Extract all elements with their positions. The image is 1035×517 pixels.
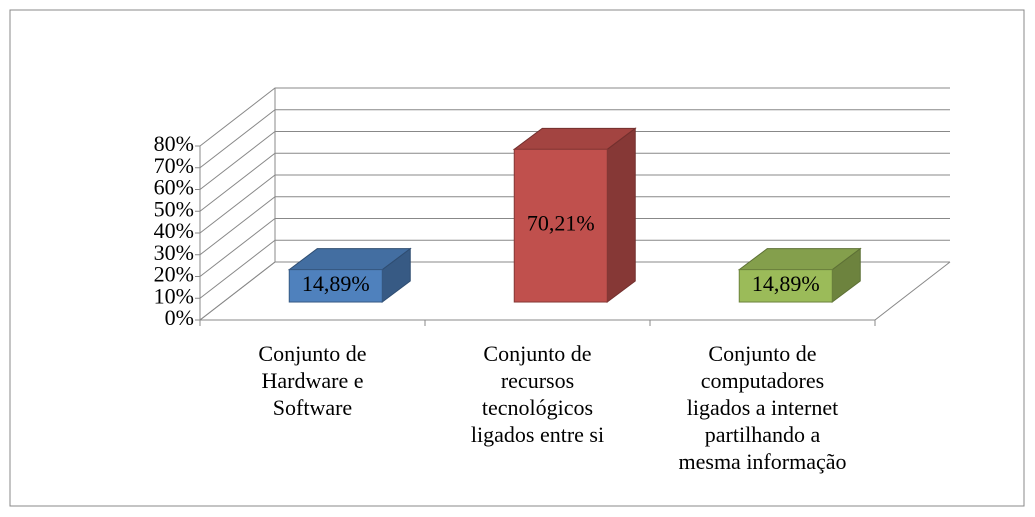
grid-line bbox=[199, 261, 950, 321]
grid-line bbox=[199, 87, 950, 147]
grid-line bbox=[199, 131, 950, 190]
y-tick-label: 70% bbox=[154, 153, 194, 178]
y-tick-label: 20% bbox=[154, 262, 194, 287]
bar-side bbox=[606, 127, 636, 304]
grid-line bbox=[199, 109, 950, 169]
y-tick-label: 10% bbox=[154, 283, 194, 308]
x-tick-label: Conjunto de computadores ligados a inter… bbox=[678, 341, 847, 474]
value-label: 70,21% bbox=[527, 211, 595, 236]
grid-line bbox=[199, 196, 950, 256]
grid-line bbox=[199, 218, 950, 277]
y-tick-label: 0% bbox=[165, 305, 194, 330]
y-tick-label: 40% bbox=[154, 218, 194, 243]
grid-line bbox=[199, 152, 950, 212]
y-tick-label: 60% bbox=[154, 175, 194, 200]
y-tick-label: 30% bbox=[154, 240, 194, 265]
value-label: 14,89% bbox=[302, 271, 370, 296]
y-tick-label: 80% bbox=[154, 131, 194, 156]
bar bbox=[513, 148, 608, 303]
grid-line bbox=[199, 239, 950, 299]
x-tick-label: Conjunto de Hardware e Software bbox=[258, 341, 367, 420]
value-label: 14,89% bbox=[752, 271, 820, 296]
grid-line bbox=[199, 174, 950, 234]
y-tick-label: 50% bbox=[154, 196, 194, 221]
x-tick-label: Conjunto de recursos tecnológicos ligado… bbox=[470, 341, 605, 447]
bar bbox=[288, 269, 383, 303]
bar bbox=[738, 269, 833, 303]
